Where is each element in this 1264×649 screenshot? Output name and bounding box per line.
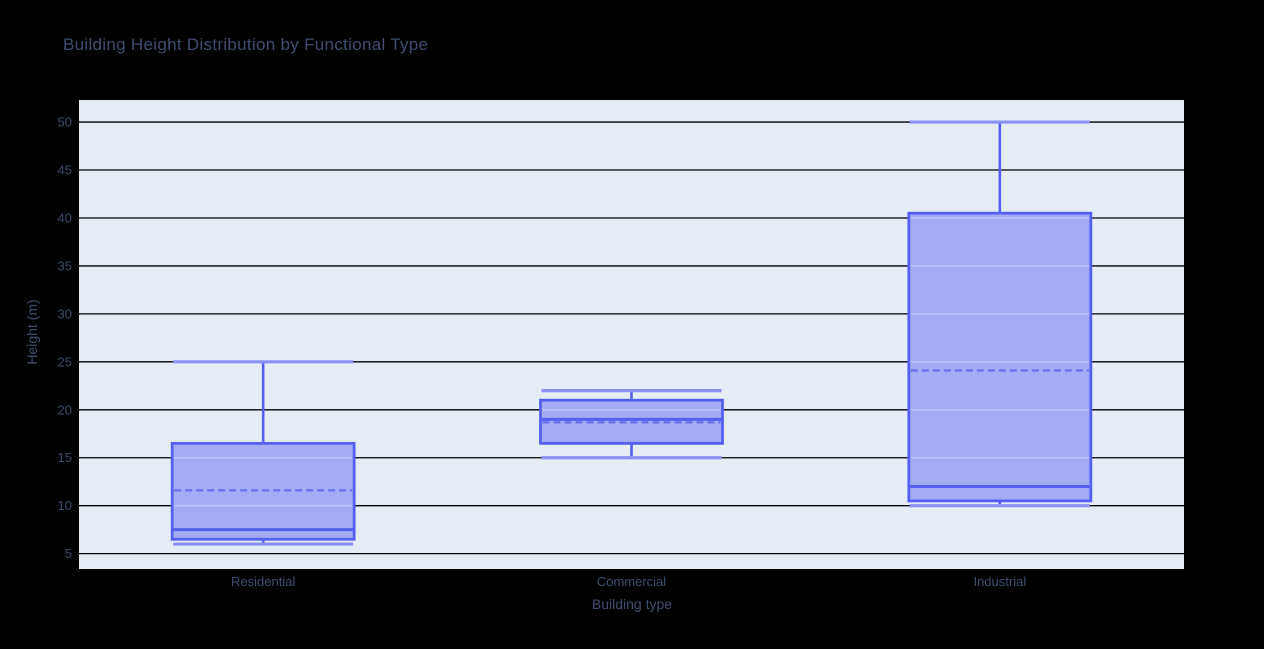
iqr-box[interactable]	[907, 211, 1093, 503]
box-commercial[interactable]	[539, 389, 724, 460]
y-tick-label: 40	[58, 210, 72, 225]
x-category-label: Industrial	[973, 574, 1026, 589]
y-tick-label: 10	[58, 498, 72, 513]
box-industrial[interactable]	[907, 120, 1093, 508]
chart-title: Building Height Distribution by Function…	[63, 35, 429, 54]
y-tick-label: 30	[58, 306, 72, 321]
y-tick-label: 35	[58, 258, 72, 273]
x-category-label: Residential	[231, 574, 295, 589]
y-tick-label: 50	[58, 115, 72, 130]
x-category-labels: Residential Commercial Industrial	[231, 574, 1026, 589]
y-tick-label: 15	[58, 450, 72, 465]
y-tick-labels: 5 10 15 20 25 30 35 40 45 50	[58, 115, 72, 562]
x-axis-title: Building type	[591, 596, 673, 612]
y-tick-label: 45	[58, 163, 72, 178]
box-residential[interactable]	[170, 360, 356, 546]
y-tick-label: 5	[65, 546, 72, 561]
y-tick-label: 25	[58, 354, 72, 369]
x-category-label: Commercial	[597, 574, 666, 589]
y-tick-label: 20	[58, 402, 72, 417]
